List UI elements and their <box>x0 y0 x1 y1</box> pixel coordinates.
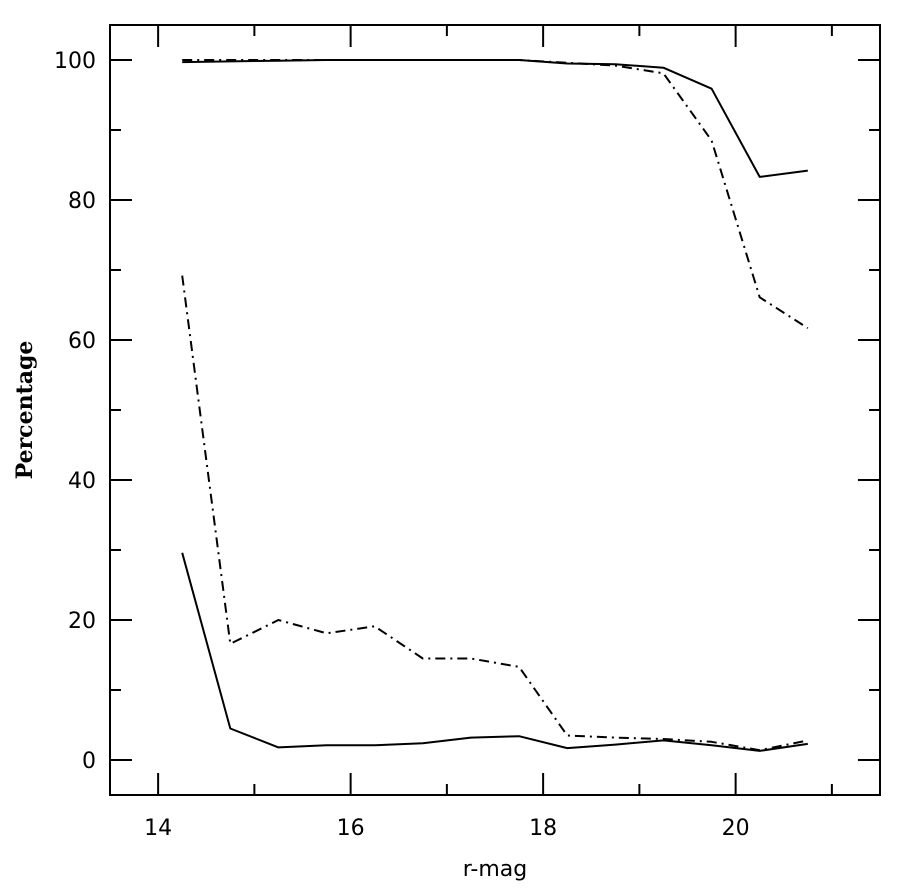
x-tick-label: 20 <box>722 816 750 841</box>
tick-labels: 14 16 18 20 0 20 40 60 80 100 <box>54 49 750 841</box>
x-tick-label: 14 <box>144 816 172 841</box>
y-tick-label: 0 <box>82 749 96 774</box>
series-line-1 <box>182 59 808 178</box>
series-line-3 <box>181 552 808 752</box>
y-tick-label: 20 <box>68 609 96 634</box>
axis-ticks <box>110 25 880 795</box>
x-axis-title: r-mag <box>463 857 527 882</box>
x-tick-label: 16 <box>337 816 365 841</box>
y-tick-label: 80 <box>68 189 96 214</box>
x-tick-label: 18 <box>529 816 557 841</box>
y-tick-label: 100 <box>54 49 96 74</box>
data-series <box>181 59 809 752</box>
series-line-2 <box>182 59 809 329</box>
y-tick-label: 40 <box>68 469 96 494</box>
plot-frame <box>109 24 881 796</box>
series-line-4 <box>181 275 808 752</box>
y-tick-label: 60 <box>68 329 96 354</box>
y-axis-title: Percentage <box>12 341 38 480</box>
